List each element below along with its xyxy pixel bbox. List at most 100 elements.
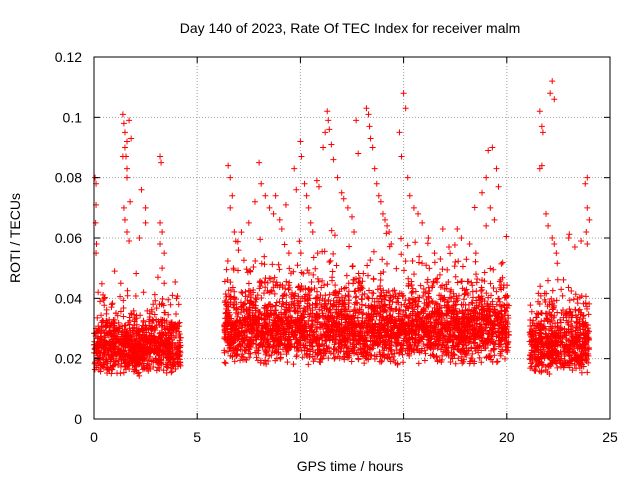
data-point — [341, 342, 348, 349]
data-point — [328, 227, 335, 234]
data-point — [441, 302, 448, 309]
data-point — [224, 257, 231, 264]
data-point — [164, 364, 171, 371]
data-point — [333, 262, 340, 269]
data-point — [153, 305, 160, 312]
data-point — [171, 350, 178, 357]
data-point — [221, 335, 228, 342]
data-point — [367, 344, 374, 351]
data-point — [472, 339, 479, 346]
data-point — [422, 350, 429, 357]
data-point — [366, 287, 373, 294]
data-point — [496, 334, 503, 341]
data-point — [301, 298, 308, 305]
data-point — [482, 325, 489, 332]
data-point — [330, 250, 337, 257]
data-point — [106, 316, 113, 323]
data-point — [436, 310, 443, 317]
data-point — [395, 292, 402, 299]
data-point — [307, 287, 314, 294]
data-point — [351, 301, 358, 308]
data-point — [314, 352, 321, 359]
data-point — [309, 320, 316, 327]
data-point — [386, 345, 393, 352]
data-point — [470, 340, 477, 347]
data-point — [533, 314, 540, 321]
data-point — [263, 349, 270, 356]
data-point — [152, 357, 159, 364]
data-point — [172, 278, 179, 285]
data-point — [446, 294, 453, 301]
data-point — [473, 279, 480, 286]
data-point — [320, 326, 327, 333]
data-point — [413, 328, 420, 335]
data-point — [409, 304, 416, 311]
data-point — [274, 314, 281, 321]
data-point — [305, 323, 312, 330]
data-point — [336, 343, 343, 350]
data-point — [249, 315, 256, 322]
data-point — [234, 313, 241, 320]
data-point — [377, 327, 384, 334]
data-point — [431, 336, 438, 343]
data-point — [458, 235, 465, 241]
data-point — [355, 279, 362, 286]
data-point — [239, 351, 246, 358]
data-point — [316, 313, 323, 320]
data-point — [451, 263, 458, 270]
data-point — [464, 321, 471, 328]
data-point — [151, 311, 158, 318]
data-point — [414, 303, 421, 310]
data-point — [479, 295, 486, 302]
data-point — [232, 319, 239, 326]
data-point — [301, 305, 308, 312]
data-point — [444, 266, 451, 273]
data-point — [447, 318, 454, 325]
data-point — [299, 334, 306, 341]
data-point — [314, 342, 321, 349]
data-point — [490, 285, 497, 292]
data-point — [322, 129, 329, 136]
data-point — [155, 355, 162, 362]
data-point — [548, 328, 555, 335]
data-point — [382, 293, 389, 300]
data-point — [382, 342, 389, 349]
data-point — [229, 353, 236, 360]
data-point — [312, 265, 319, 272]
data-point — [364, 315, 371, 322]
data-point — [545, 277, 552, 284]
data-point — [140, 317, 147, 324]
data-point — [462, 351, 469, 358]
data-point — [324, 281, 331, 288]
data-point — [548, 312, 555, 319]
data-point — [136, 325, 143, 332]
data-point — [101, 329, 108, 336]
data-point — [313, 294, 320, 301]
data-point — [446, 244, 453, 251]
data-point — [584, 369, 591, 376]
data-point — [461, 334, 468, 341]
data-point — [127, 346, 134, 353]
data-point — [547, 323, 554, 330]
data-point — [452, 259, 459, 266]
data-point — [117, 293, 124, 300]
data-point — [233, 324, 240, 331]
data-point — [454, 325, 461, 332]
data-point — [233, 352, 240, 359]
data-point — [245, 326, 252, 333]
data-point — [276, 216, 283, 223]
data-point — [96, 327, 103, 334]
data-point — [402, 105, 409, 112]
data-point — [536, 165, 543, 172]
data-point — [125, 335, 132, 342]
data-point — [466, 241, 473, 248]
data-point — [569, 367, 576, 374]
data-point — [173, 310, 180, 317]
data-point — [173, 295, 180, 302]
data-point — [425, 284, 432, 291]
data-point — [572, 356, 579, 363]
data-point — [441, 317, 448, 324]
data-point — [367, 352, 374, 359]
data-point — [576, 322, 583, 329]
data-point — [544, 314, 551, 321]
